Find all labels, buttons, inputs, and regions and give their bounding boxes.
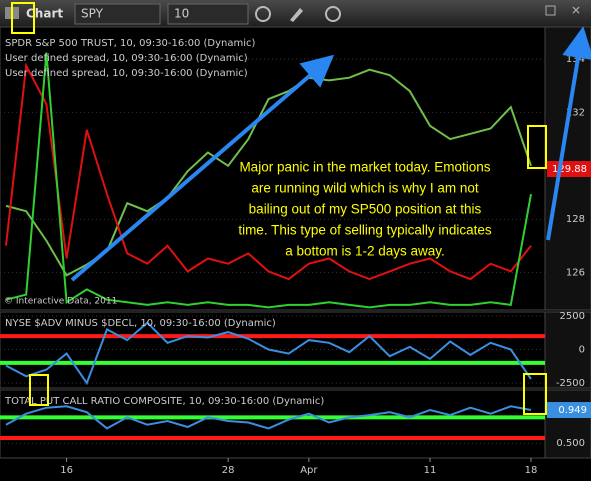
pane-title: NYSE $ADV MINUS $DECL, 10, 09:30-16:00 (…	[5, 318, 276, 329]
pane-title: TOTAL PUT CALL RATIO COMPOSITE, 10, 09:3…	[4, 396, 324, 407]
window-title: Chart	[26, 7, 63, 21]
y-tick-label: -2500	[556, 378, 585, 389]
x-tick-label: 18	[525, 465, 538, 476]
arrow	[546, 26, 591, 241]
annotation-text: are running wild which is why I am not	[251, 181, 479, 196]
interval: 10	[174, 7, 189, 21]
maximize-button[interactable]	[545, 5, 556, 16]
annotation-text: bailing out of my SP500 position at this	[249, 202, 482, 217]
y-tick-label: 2500	[560, 311, 585, 322]
price-axis	[544, 311, 591, 389]
y-tick-label: 0	[579, 345, 585, 356]
annotation-text: Major panic in the market today. Emotion…	[239, 160, 490, 175]
pane	[0, 311, 546, 389]
annotation-text: time. This type of selling typically ind…	[238, 223, 492, 238]
y-tick-label: 126	[566, 268, 585, 279]
x-tick-label: 11	[424, 465, 437, 476]
legend-entry: SPDR S&P 500 TRUST, 10, 09:30-16:00 (Dyn…	[5, 38, 256, 49]
credit: © Interactive Data, 2011	[4, 297, 117, 307]
series-line	[5, 321, 532, 386]
x-tick-label: 16	[60, 465, 73, 476]
annotations	[11, 2, 591, 415]
last-value-label: 129.88	[552, 164, 587, 175]
clock-button[interactable]	[255, 6, 271, 22]
last-value-label: 0.949	[558, 405, 587, 416]
symbol-input[interactable]	[74, 3, 161, 25]
y-tick-label: 128	[566, 214, 585, 225]
legend-entry: User defined spread, 10, 09:30-16:00 (Dy…	[5, 68, 248, 79]
annotation-text: a bottom is 1-2 days away.	[285, 244, 445, 259]
draw-button[interactable]	[290, 8, 303, 22]
last-value-box	[547, 402, 591, 419]
x-tick-label: 28	[222, 465, 235, 476]
y-tick-label: 0.500	[556, 438, 585, 449]
symbol: SPY	[81, 7, 104, 21]
arrow	[70, 54, 335, 282]
highlight-box	[29, 374, 49, 406]
highlight-box	[527, 125, 547, 169]
refresh-button[interactable]	[325, 6, 341, 22]
interval-input[interactable]	[167, 3, 249, 25]
legend-entry: User defined spread, 10, 09:30-16:00 (Dy…	[5, 53, 248, 64]
y-tick-label: 132	[566, 107, 585, 118]
x-tick-label: Apr	[300, 465, 318, 476]
series-line	[5, 52, 532, 309]
series-line	[5, 405, 532, 430]
series-line	[5, 62, 532, 281]
highlight-box	[523, 373, 547, 415]
close-button[interactable]: ✕	[571, 4, 581, 18]
highlight-box	[11, 2, 35, 34]
price-axis	[544, 389, 591, 459]
pane	[0, 389, 546, 459]
